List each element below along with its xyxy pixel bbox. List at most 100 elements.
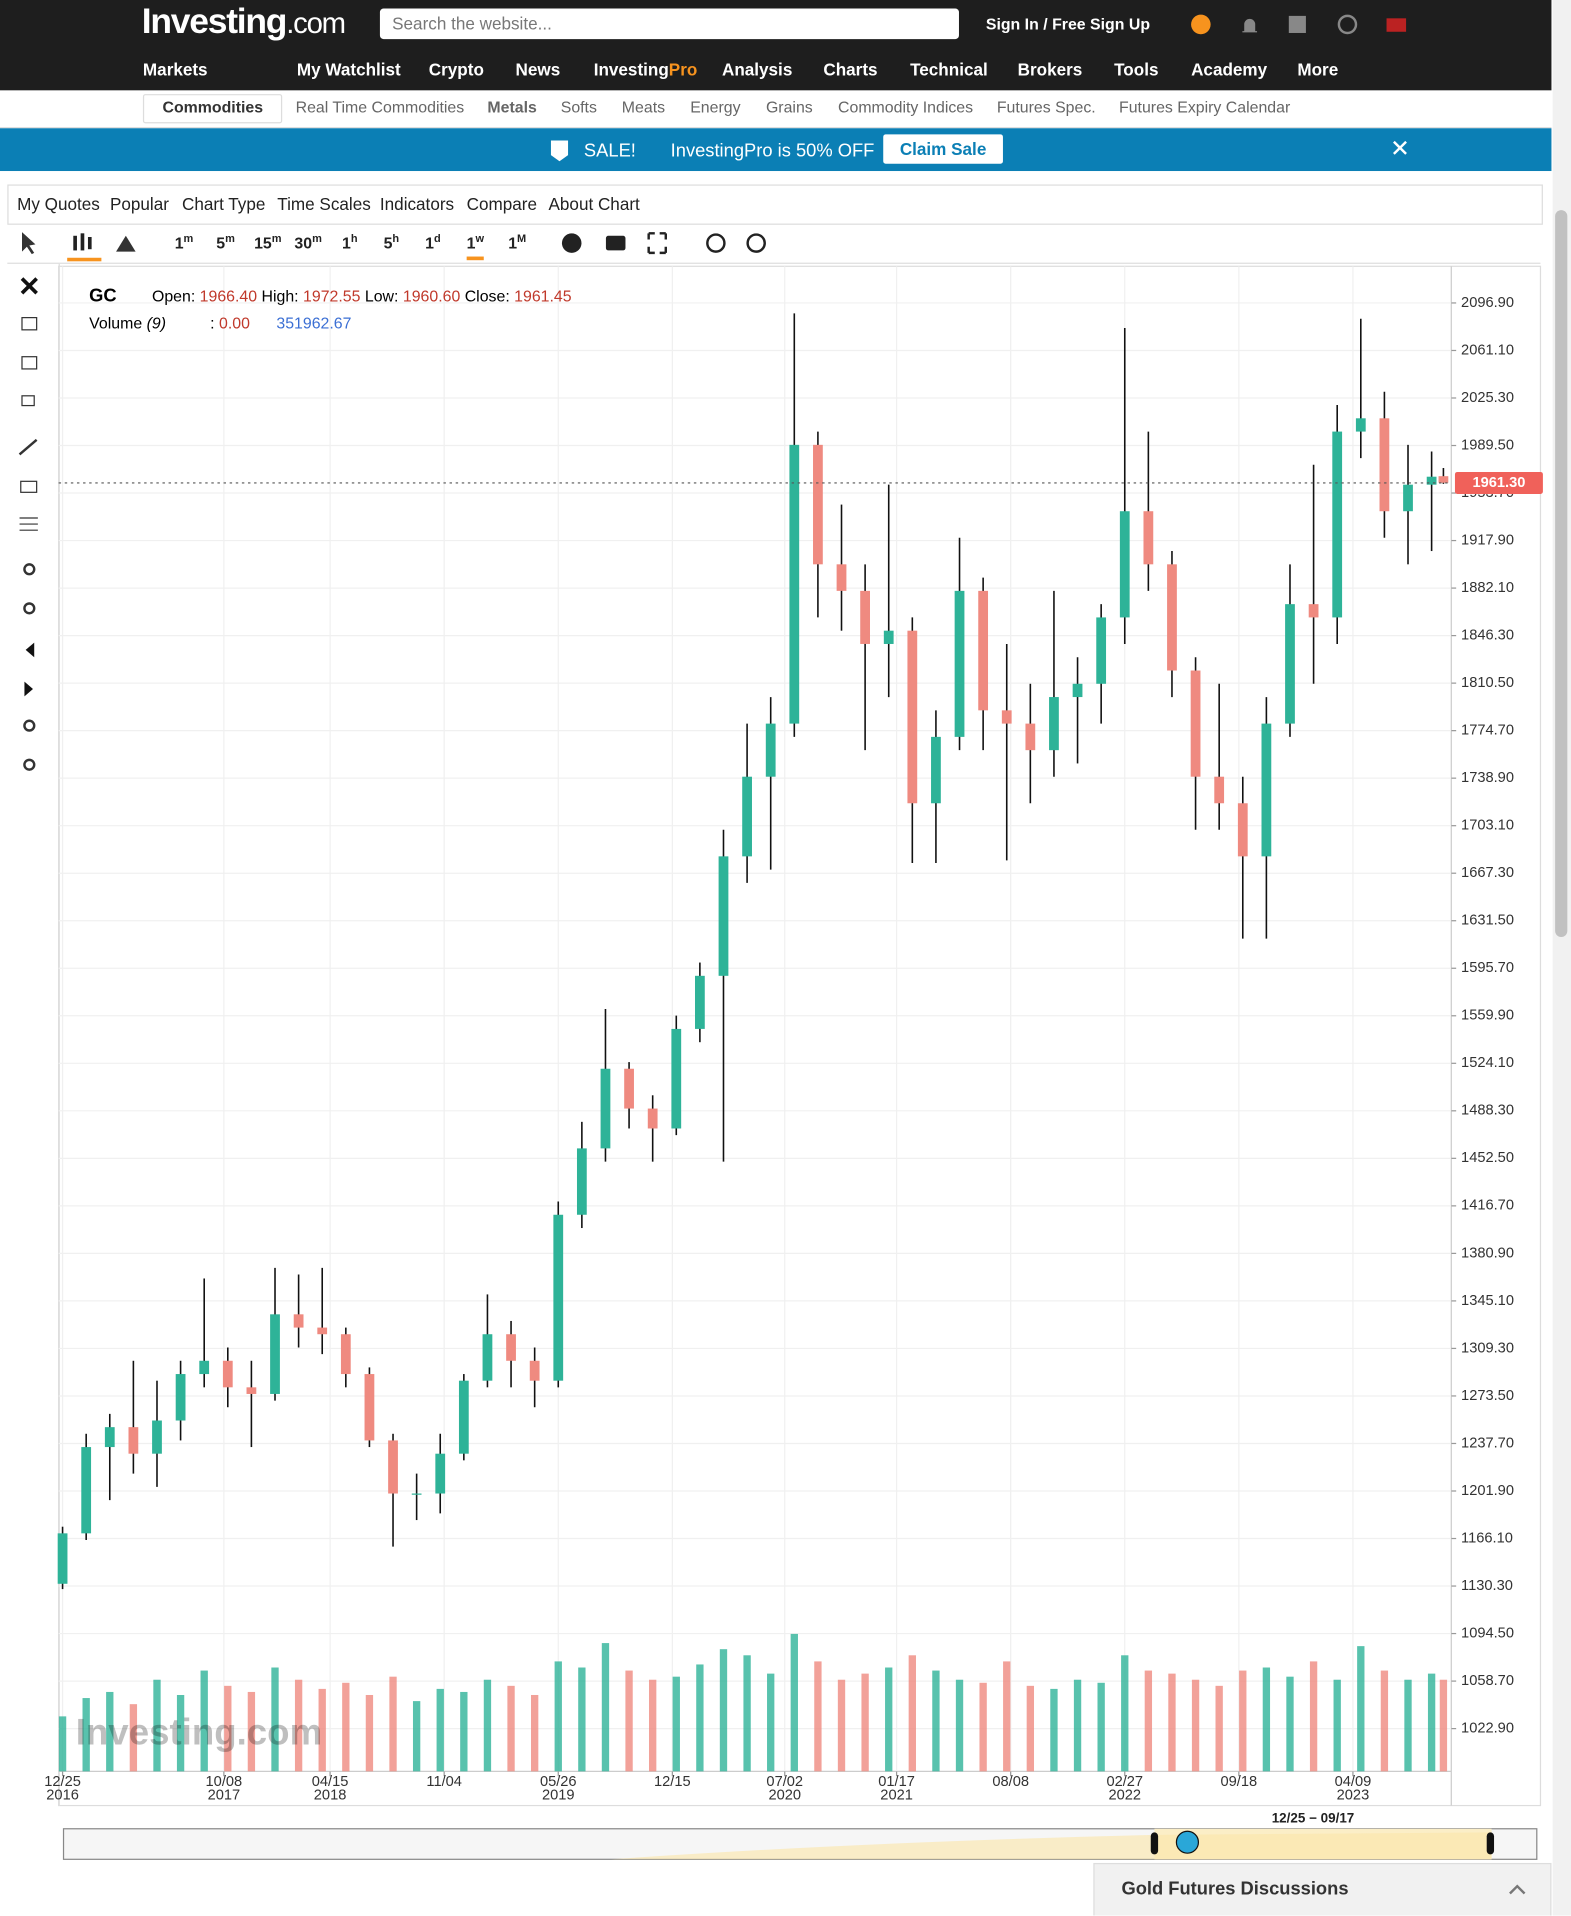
sub-nav-item[interactable]: Energy xyxy=(690,97,741,117)
tool[interactable] xyxy=(21,317,38,331)
rect-tool[interactable] xyxy=(20,480,38,493)
sign-up[interactable]: Free Sign Up xyxy=(1052,14,1151,33)
sub-nav-item[interactable]: Metals xyxy=(487,97,537,117)
scroll-left[interactable] xyxy=(25,642,35,658)
fullscreen-icon[interactable] xyxy=(647,232,668,255)
zoom-in[interactable] xyxy=(23,563,36,576)
cursor-tool[interactable] xyxy=(21,232,36,255)
scrollbar[interactable] xyxy=(1552,0,1571,1916)
x-tick-year: 2016 xyxy=(46,1788,79,1804)
candle-body xyxy=(246,1387,257,1394)
nav-item[interactable]: Charts xyxy=(823,59,878,80)
candle-body xyxy=(317,1327,328,1335)
tool[interactable] xyxy=(21,395,35,407)
volume-bar xyxy=(1026,1685,1035,1772)
sub-nav-item[interactable]: Futures Spec. xyxy=(996,97,1096,117)
nav-item[interactable]: Markets xyxy=(142,59,208,80)
scroll-thumb[interactable] xyxy=(1555,210,1568,937)
nav-item[interactable]: Academy xyxy=(1191,59,1268,80)
nav-item[interactable]: Crypto xyxy=(428,59,484,80)
logo[interactable]: Investing.com xyxy=(142,2,346,42)
nav-item[interactable]: Brokers xyxy=(1017,59,1083,80)
menu-item[interactable]: Indicators xyxy=(379,194,455,214)
area-type[interactable] xyxy=(116,235,136,252)
interval[interactable]: 1M xyxy=(508,232,526,252)
menu-item[interactable]: Compare xyxy=(466,194,538,214)
tool[interactable] xyxy=(21,356,38,370)
close-label: Close: xyxy=(464,287,510,306)
interval[interactable]: 1w xyxy=(466,232,485,261)
interval-number: 1 xyxy=(466,233,476,253)
collapse-icon[interactable] xyxy=(1509,1884,1526,1896)
candle-body xyxy=(1426,476,1437,485)
close-banner[interactable] xyxy=(1391,139,1408,156)
volume-value: 0.00 xyxy=(218,313,250,333)
menu-item[interactable]: Chart Type xyxy=(182,194,266,214)
navigator-area xyxy=(610,1832,1492,1860)
interval[interactable]: 1h xyxy=(342,232,358,252)
interval[interactable]: 15m xyxy=(254,232,281,252)
interval-unit: m xyxy=(225,232,235,245)
pro-icon[interactable] xyxy=(1191,14,1211,35)
remove-tool[interactable] xyxy=(20,277,38,295)
upload-icon[interactable] xyxy=(746,233,766,253)
portfolio-icon[interactable] xyxy=(1288,15,1306,33)
sign-in[interactable]: Sign In xyxy=(985,14,1039,33)
menu-item[interactable]: Time Scales xyxy=(277,194,371,214)
interval[interactable]: 1m xyxy=(175,232,194,252)
nav-item[interactable]: Technical xyxy=(910,59,988,80)
candle-body xyxy=(789,444,800,724)
discussions-bar[interactable]: Gold Futures Discussions xyxy=(1093,1862,1552,1916)
scroll-right[interactable] xyxy=(24,681,33,697)
nav-item[interactable]: Analysis xyxy=(721,59,793,80)
interval-number: 1 xyxy=(174,233,184,253)
volume-bar xyxy=(507,1685,515,1772)
zoom-out[interactable] xyxy=(23,602,36,615)
candles-type[interactable] xyxy=(73,235,77,251)
candle-body xyxy=(1332,431,1343,618)
volume-bar xyxy=(837,1679,846,1772)
menu-item[interactable]: My Quotes xyxy=(17,194,100,214)
claim-button[interactable]: Claim Sale xyxy=(883,134,1003,164)
fib-tool[interactable] xyxy=(19,517,38,531)
interval-unit: m xyxy=(183,232,194,245)
volume-bar xyxy=(767,1673,775,1772)
nav-item[interactable]: Tools xyxy=(1114,59,1159,80)
tool[interactable] xyxy=(23,719,36,732)
candle-body xyxy=(907,630,918,804)
candle-body xyxy=(81,1447,92,1534)
tool[interactable] xyxy=(23,758,36,771)
candle-body xyxy=(742,776,752,857)
interval[interactable]: 1d xyxy=(425,232,441,252)
sub-nav-item[interactable]: Softs xyxy=(560,97,597,117)
interval[interactable]: 5h xyxy=(384,232,400,252)
line-tool[interactable] xyxy=(18,438,38,456)
nav-item[interactable]: More xyxy=(1297,59,1339,80)
volume-bar xyxy=(1050,1688,1058,1772)
menu-item[interactable]: Popular xyxy=(109,194,169,214)
interval[interactable]: 30m xyxy=(294,232,321,252)
candle-body xyxy=(1001,710,1012,724)
clock-icon[interactable] xyxy=(1337,14,1358,35)
bell-icon[interactable] xyxy=(1242,19,1258,33)
y-tick-label: 1882.10 xyxy=(1461,580,1514,596)
search-box[interactable]: Search the website... xyxy=(379,8,959,40)
sub-nav-item[interactable]: Real Time Commodities xyxy=(295,97,465,117)
download-icon[interactable] xyxy=(706,233,726,253)
sub-nav-item[interactable]: Grains xyxy=(765,97,813,117)
nav-item[interactable]: My Watchlist xyxy=(296,59,401,80)
interval[interactable]: 5m xyxy=(216,232,235,252)
high-value: 1972.55 xyxy=(303,287,361,306)
nav-item[interactable]: News xyxy=(515,59,561,80)
nav-item[interactable]: InvestingPro xyxy=(594,60,698,80)
menu-item[interactable]: About Chart xyxy=(548,194,640,214)
sub-nav-item[interactable]: Meats xyxy=(621,97,666,117)
camera-icon[interactable] xyxy=(605,235,626,251)
flag-icon[interactable] xyxy=(1386,18,1407,32)
sub-nav-item[interactable]: Futures Expiry Calendar xyxy=(1119,97,1291,117)
sub-nav-item[interactable]: Commodities xyxy=(162,97,264,117)
candle-body xyxy=(293,1314,304,1328)
settings-icon[interactable] xyxy=(561,233,582,253)
sub-nav-item[interactable]: Commodity Indices xyxy=(838,97,974,117)
